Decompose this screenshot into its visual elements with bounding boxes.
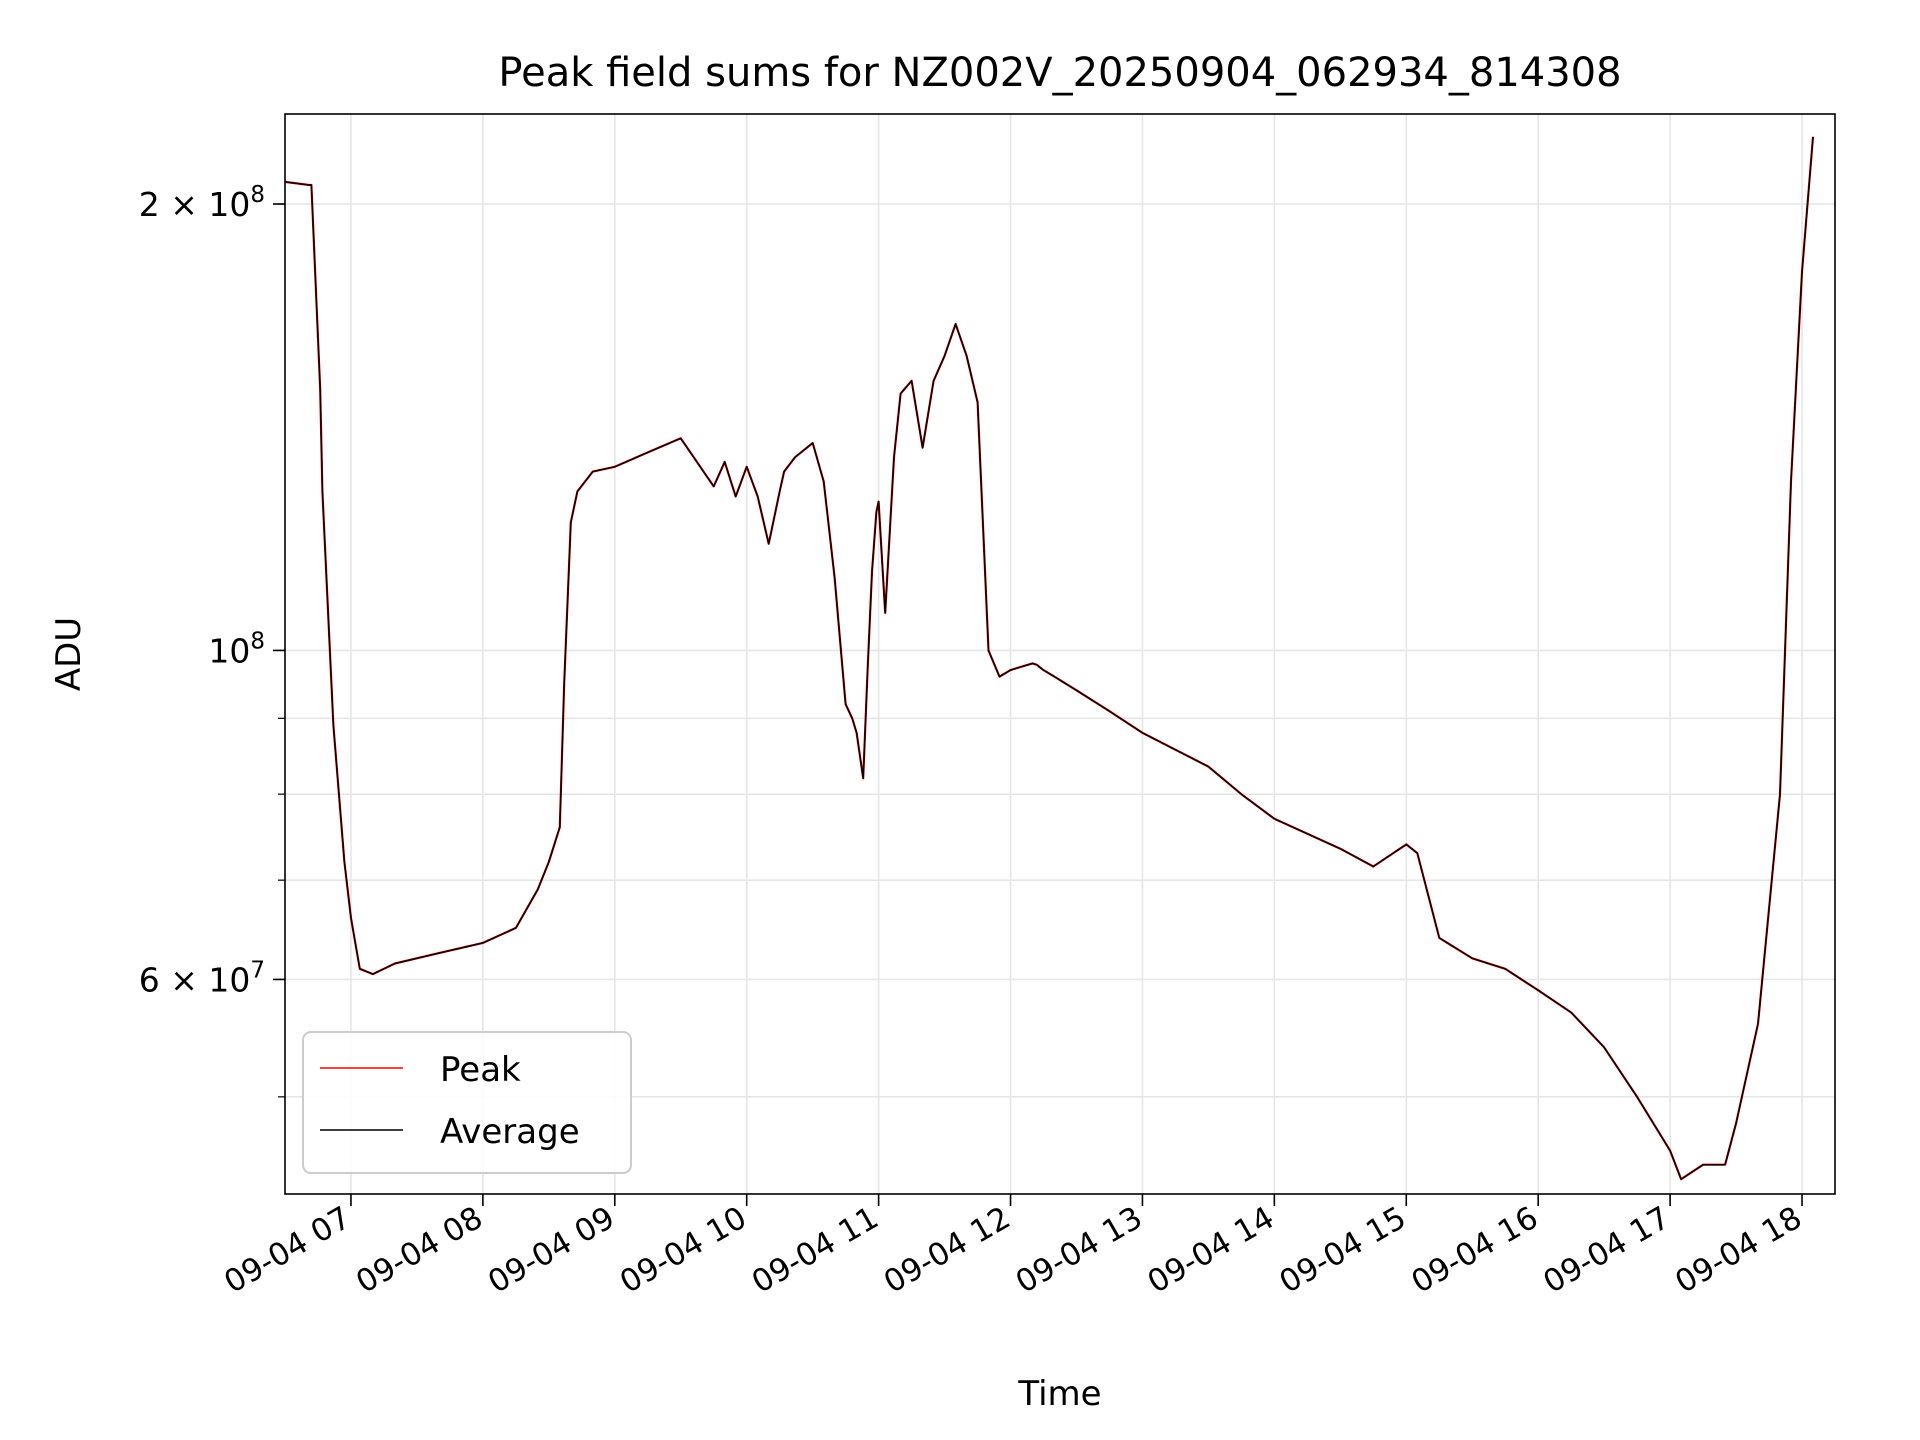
y-axis: 2 × 108 108 6 × 107: [139, 182, 285, 1098]
y-tick-label: 108: [208, 628, 265, 670]
plot-lines: [284, 136, 1815, 1181]
y-axis-label: ADU: [49, 617, 89, 691]
series-line-average: [284, 136, 1814, 1180]
x-axis-label: Time: [1017, 1374, 1101, 1414]
y-tick-label: 2 × 108: [139, 182, 265, 224]
legend-box: [302, 1031, 632, 1174]
legend-label-average: Average: [440, 1112, 580, 1152]
legend: Peak Average: [302, 1031, 632, 1174]
grid: [285, 114, 1835, 1194]
y-tick-label: 6 × 107: [139, 957, 265, 999]
chart-title: Peak field sums for NZ002V_20250904_0629…: [498, 50, 1621, 96]
plot-frame: [284, 113, 1836, 1195]
legend-label-peak: Peak: [440, 1050, 521, 1090]
